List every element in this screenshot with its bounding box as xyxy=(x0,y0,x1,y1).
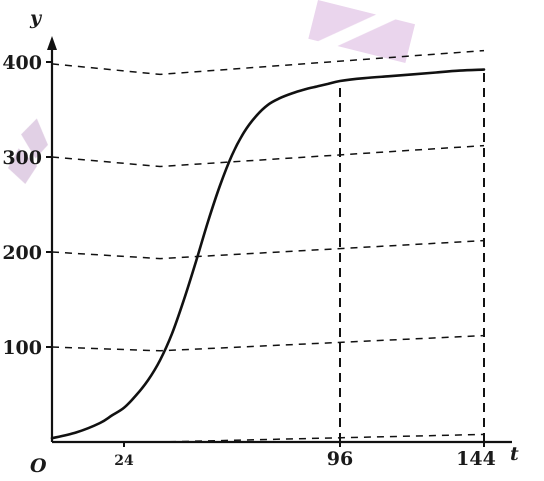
y-tick-label-0: 100 xyxy=(2,337,42,359)
guide-line-0 xyxy=(52,433,485,443)
series-line-0 xyxy=(50,68,486,440)
x-tick-label-2: 144 xyxy=(456,448,496,470)
y-tick-label-1: 200 xyxy=(2,242,42,264)
watermark xyxy=(8,0,416,184)
guide-line-1 xyxy=(51,334,485,352)
axes xyxy=(46,36,512,447)
x-tick-label-1: 96 xyxy=(327,448,353,470)
x-tick-label-0: 24 xyxy=(114,453,134,469)
watermark-logo xyxy=(308,0,416,64)
origin-label: O xyxy=(30,455,47,477)
watermark-mark xyxy=(8,118,48,184)
tick-labels: 100 200 300 400 24 96 144 y t O xyxy=(2,7,519,477)
y-axis-arrowhead xyxy=(47,36,57,50)
guide-line-3 xyxy=(51,144,485,168)
x-axis-label: t xyxy=(510,443,519,465)
guide-line-2 xyxy=(51,239,485,260)
y-axis-label: y xyxy=(29,7,43,29)
curve-series xyxy=(50,68,486,440)
guide-line-4 xyxy=(51,49,485,76)
y-tick-label-3: 400 xyxy=(2,52,42,74)
dashed-guides xyxy=(51,49,485,443)
y-tick-label-2: 300 xyxy=(2,147,42,169)
dashed-reference-lines xyxy=(339,69,485,442)
